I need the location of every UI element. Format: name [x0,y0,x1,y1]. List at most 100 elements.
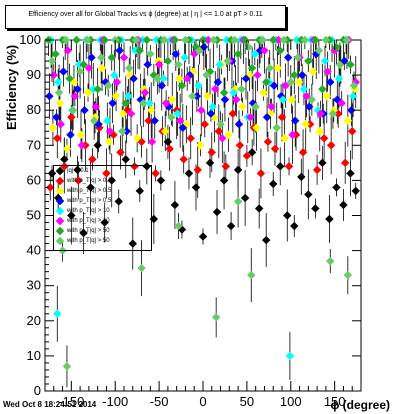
y-tick-label: 100 [19,32,41,47]
data-point [126,109,136,118]
data-point [128,239,137,248]
data-point [63,46,73,55]
data-point [233,197,243,206]
data-point [192,91,202,101]
data-point [205,158,215,168]
data-point [313,106,323,115]
legend: |q| > 0.1 with p_T|q| > 0.1 with p_T|q| > … [53,165,152,251]
data-point [247,63,257,73]
legend-marker-icon [55,226,65,236]
data-point [311,35,320,45]
data-point [163,56,173,66]
y-axis-label: Efficiency (%) [4,44,19,130]
data-point [177,81,187,90]
legend-label: with p_T|q| > 0.1 [67,178,112,184]
data-point [325,214,334,224]
data-point [228,109,238,118]
data-point [164,102,173,111]
y-tick-label: 20 [27,313,41,328]
data-point [346,60,355,69]
data-point [210,113,219,122]
data-point [167,113,176,122]
data-point [269,81,279,90]
data-point [298,148,308,157]
data-point [348,127,357,136]
data-point [209,35,218,45]
data-point [48,123,58,132]
data-point [308,67,317,76]
data-point [74,176,83,185]
data-point [273,63,282,73]
y-tick-label: 50 [27,208,41,223]
data-point [124,91,133,101]
data-point [193,165,202,175]
data-point [247,270,256,280]
data-point [77,141,87,150]
data-point [100,35,109,45]
data-point [100,218,109,227]
axes: 0 10 20 30 40 50 60 70 80 90 100 -150 -100 -50 0 50 100 1… [19,32,361,409]
data-point [121,155,130,164]
data-point [222,35,231,45]
data-point [144,116,153,125]
x-tick-label: 0 [199,394,206,409]
data-point [208,102,217,111]
data-point [267,102,276,111]
x-tick-label: 50 [240,394,254,409]
data-point [269,179,278,189]
data-point [332,183,341,192]
data-point [196,141,205,150]
data-point [161,127,170,136]
data-point [137,263,146,273]
data-point [73,165,82,175]
data-point [224,130,233,139]
data-point [340,56,349,66]
data-point [337,98,346,108]
data-point [102,169,111,178]
data-point [206,109,216,118]
data-point [181,35,190,45]
data-point [54,88,64,97]
data-point [157,81,166,90]
data-point [300,35,310,45]
data-point [276,46,285,55]
data-point [260,46,269,55]
data-point [335,60,345,69]
plot-title-box: Efficiency over all for Global Tracks vs… [5,5,286,29]
data-point [56,120,65,129]
legend-marker-icon [55,166,65,176]
data-point [348,91,358,101]
data-point [104,137,114,146]
x-tick-label: -50 [150,394,169,409]
data-point [175,74,184,83]
data-point [163,137,173,146]
data-point [312,165,322,175]
data-point [175,116,185,125]
data-point [219,176,229,185]
data-point [130,162,139,171]
x-tick-label: 100 [280,394,302,409]
data-point [199,42,209,52]
data-point [351,186,360,196]
x-axis-label: ϕ (degree) [330,398,390,412]
data-point [211,313,221,322]
x-tick-label: 150 [324,394,346,409]
data-point [256,169,266,178]
data-point [198,232,208,241]
y-tick-label: 60 [27,172,41,187]
data-point [316,109,325,118]
data-point [87,53,96,62]
data-point [154,60,164,69]
data-point [343,116,353,125]
data-point [326,77,335,87]
data-point [262,113,272,122]
data-point [250,49,259,59]
data-point [55,98,65,108]
data-point [139,98,148,108]
data-point [115,46,124,55]
data-point [110,70,119,80]
data-point [242,151,252,161]
data-point [200,120,209,129]
data-point [131,46,140,55]
data-point [194,81,203,90]
